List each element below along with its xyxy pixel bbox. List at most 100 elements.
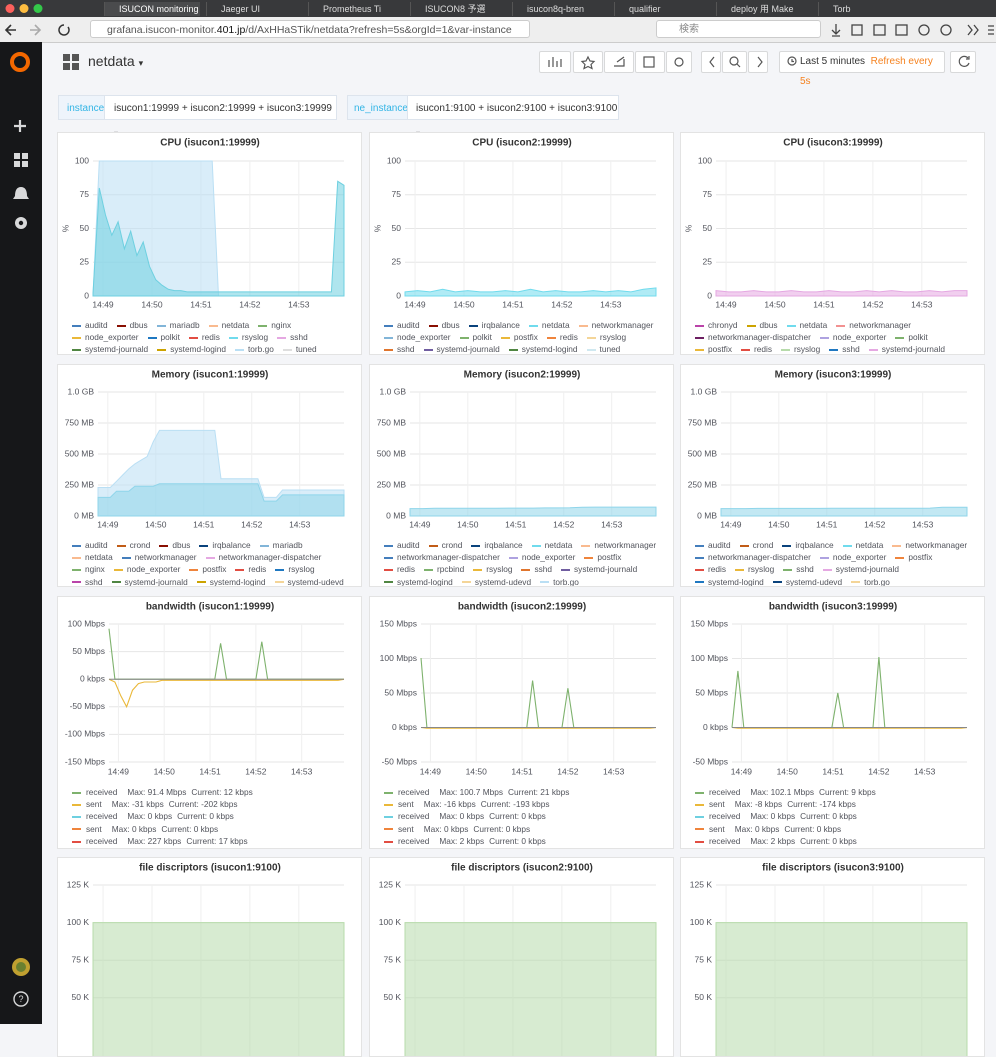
legend-item[interactable]: polkit	[459, 331, 492, 343]
legend-item[interactable]: systemd-journald	[868, 343, 945, 354]
legend-item[interactable]: postfix	[500, 331, 538, 343]
browser-tab[interactable]: isucon8q-bren	[512, 2, 608, 16]
legend-item[interactable]: redis	[546, 331, 578, 343]
legend-item[interactable]: received Max: 227 kbps Current: 17 kbps	[72, 835, 346, 847]
search-field[interactable]: 検索	[656, 20, 821, 38]
browser-tab[interactable]: Jaeger UI	[206, 2, 302, 16]
legend-item[interactable]: mariadb	[156, 319, 200, 331]
time-forward-button[interactable]	[748, 51, 768, 73]
legend-item[interactable]: rsyslog	[228, 331, 268, 343]
legend-item[interactable]: torb.go	[851, 576, 890, 586]
url-field[interactable]: grafana.isucon-monitor.401.jp/d/AxHHaSTi…	[90, 20, 530, 38]
legend-item[interactable]: auditd	[695, 539, 731, 551]
legend-item[interactable]: tuned	[282, 343, 317, 354]
time-back-button[interactable]	[701, 51, 721, 73]
legend-item[interactable]: systemd-udevd	[274, 576, 344, 586]
legend-item[interactable]: node_exporter	[508, 551, 575, 563]
browser-tab[interactable]: Torb	[818, 2, 914, 16]
legend-item[interactable]: redis	[384, 563, 415, 575]
browser-tab[interactable]: Prometheus Ti	[308, 2, 404, 16]
legend-item[interactable]: systemd-logind	[384, 576, 453, 586]
legend-item[interactable]: systemd-logind	[508, 343, 578, 354]
legend-item[interactable]: sshd	[783, 563, 814, 575]
legend-item[interactable]: rsyslog	[586, 331, 626, 343]
legend-item[interactable]: systemd-logind	[695, 576, 764, 586]
legend-item[interactable]: received Max: 100.7 Mbps Current: 21 kbps	[384, 786, 658, 798]
legend-item[interactable]: received Max: 2 kbps Current: 0 kbps	[384, 835, 658, 847]
legend-item[interactable]: rsyslog	[780, 343, 820, 354]
time-picker[interactable]: Last 5 minutes Refresh every 5s	[779, 51, 945, 87]
legend-item[interactable]: irqbalance	[782, 539, 834, 551]
legend-item[interactable]: systemd-journald	[561, 563, 637, 575]
legend-item[interactable]: mariadb	[259, 539, 303, 551]
legend-item[interactable]: node_exporter	[384, 331, 451, 343]
add-panel-button[interactable]	[539, 51, 571, 73]
legend-item[interactable]: networkmanager-dispatcher	[695, 551, 811, 563]
legend-item[interactable]: received Max: 102.1 Mbps Current: 9 kbps	[695, 786, 969, 798]
legend-item[interactable]: networkmanager-dispatcher	[205, 551, 321, 563]
legend-item[interactable]: node_exporter	[819, 551, 886, 563]
legend-item[interactable]: postfix	[695, 343, 732, 354]
legend-item[interactable]: rpcbind	[423, 563, 464, 575]
zoom-out-button[interactable]	[722, 51, 747, 73]
legend-item[interactable]: networkmanager	[121, 551, 197, 563]
legend-item[interactable]: dbus	[159, 539, 190, 551]
legend-item[interactable]: dbus	[428, 319, 460, 331]
legend-item[interactable]: auditd	[384, 539, 420, 551]
legend-item[interactable]: sshd	[521, 563, 552, 575]
legend-item[interactable]: sent Max: -31 kbps Current: -202 kbps	[72, 798, 346, 810]
toolbar-icons[interactable]	[830, 22, 995, 38]
legend-item[interactable]: crond	[428, 539, 462, 551]
legend-item[interactable]: rsyslog	[275, 563, 315, 575]
save-button[interactable]	[635, 51, 665, 73]
refresh-button[interactable]	[950, 51, 976, 73]
share-button[interactable]	[604, 51, 634, 73]
legend-item[interactable]: sshd	[72, 576, 103, 586]
legend-item[interactable]: systemd-journald	[72, 343, 148, 354]
legend-item[interactable]: sent Max: 0 kbps Current: 0 kbps	[384, 823, 658, 835]
legend-item[interactable]: tuned	[586, 343, 620, 354]
legend-item[interactable]: node_exporter	[72, 331, 139, 343]
legend-item[interactable]: postfix	[584, 551, 621, 563]
legend-item[interactable]: chronyd	[695, 319, 738, 331]
legend-item[interactable]: rsyslog	[734, 563, 774, 575]
legend-item[interactable]: networkmanager	[581, 539, 656, 551]
legend-item[interactable]: sent Max: 0 kbps Current: 0 kbps	[72, 823, 346, 835]
legend-item[interactable]: dbus	[116, 319, 148, 331]
sidebar-icons[interactable]: ?	[0, 42, 42, 1024]
legend-item[interactable]: networkmanager	[892, 539, 967, 551]
legend-item[interactable]: redis	[740, 343, 772, 354]
legend-item[interactable]: redis	[235, 563, 266, 575]
legend-item[interactable]: crond	[116, 539, 150, 551]
legend-item[interactable]: systemd-logind	[157, 343, 226, 354]
settings-button[interactable]	[666, 51, 692, 73]
legend-item[interactable]: auditd	[384, 319, 420, 331]
legend-item[interactable]: networkmanager-dispatcher	[384, 551, 500, 563]
star-button[interactable]	[573, 51, 603, 73]
browser-tab[interactable]: ISUCON8 予選	[410, 2, 506, 16]
legend-item[interactable]: sshd	[829, 343, 860, 354]
browser-tab[interactable]: ISUCON monitoring	[104, 2, 200, 16]
legend-item[interactable]: irqbalance	[471, 539, 523, 551]
legend-item[interactable]: received Max: 0 kbps Current: 0 kbps	[384, 810, 658, 822]
legend-item[interactable]: received Max: 0 kbps Current: 0 kbps	[695, 810, 969, 822]
legend-item[interactable]: redis	[188, 331, 220, 343]
legend-item[interactable]: sent Max: 0 kbps Current: 0 kbps	[695, 823, 969, 835]
legend-item[interactable]: received Max: 2 kbps Current: 0 kbps	[695, 835, 969, 847]
legend-item[interactable]: systemd-udevd	[461, 576, 531, 586]
legend-item[interactable]: postfix	[189, 563, 226, 575]
variable-value[interactable]: isucon1:19999 + isucon2:19999 + isucon3:…	[104, 95, 337, 138]
legend-item[interactable]: networkmanager-dispatcher	[695, 331, 811, 343]
legend-item[interactable]: netdata	[531, 539, 572, 551]
legend-item[interactable]: sent Max: -8 kbps Current: -174 kbps	[695, 798, 969, 810]
legend-item[interactable]: rsyslog	[473, 563, 512, 575]
legend-item[interactable]: postfix	[895, 551, 932, 563]
legend-item[interactable]: received Max: 91.4 Mbps Current: 12 kbps	[72, 786, 346, 798]
variable-value[interactable]: isucon1:9100 + isucon2:9100 + isucon3:91…	[407, 95, 619, 138]
legend-item[interactable]: systemd-journald	[822, 563, 899, 575]
legend-item[interactable]: systemd-journald	[423, 343, 500, 354]
legend-item[interactable]: systemd-logind	[196, 576, 266, 586]
legend-item[interactable]: irqbalance	[199, 539, 251, 551]
legend-item[interactable]: redis	[695, 563, 726, 575]
window-controls[interactable]	[4, 3, 54, 14]
